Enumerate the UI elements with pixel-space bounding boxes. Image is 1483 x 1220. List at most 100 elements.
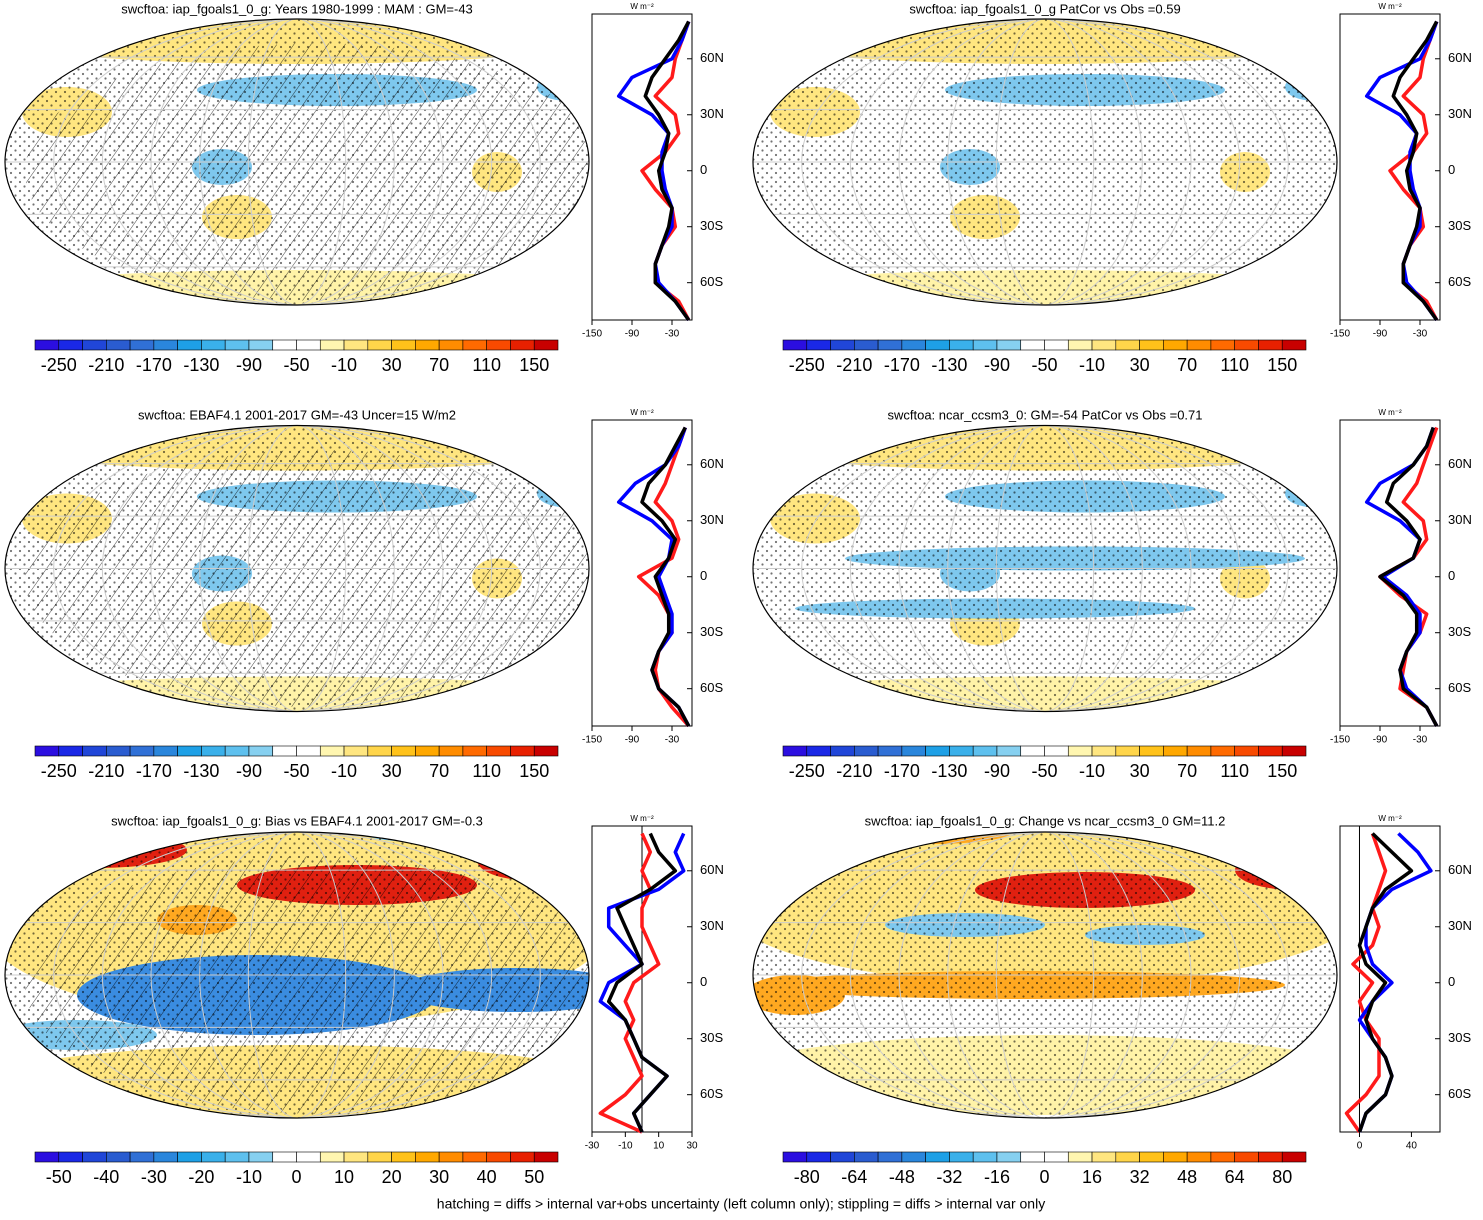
y-tick-label: 60S [700, 1086, 723, 1101]
colorbar-box [367, 339, 392, 351]
graticule [53, 832, 541, 1118]
colorbar-label: -20 [188, 1167, 214, 1187]
colorbar-label: -50 [283, 761, 309, 781]
y-tick-label: 30N [700, 106, 724, 121]
colorbar-box [415, 1151, 440, 1163]
colorbar-box [877, 1151, 903, 1163]
x-tick-label: -30 [1413, 735, 1428, 746]
colorbar-box [830, 745, 855, 757]
colorbar-box [34, 745, 60, 757]
colorbar-box [153, 1151, 178, 1163]
colorbar-label: 30 [382, 355, 402, 375]
graticule [247, 19, 347, 305]
zonal-frame [1339, 419, 1441, 727]
panel: swcftoa: EBAF4.1 2001-2017 GM=-43 Uncer=… [4, 407, 724, 781]
colorbar-box [1234, 1151, 1259, 1163]
colorbar-label: 48 [1177, 1167, 1197, 1187]
graticule [898, 425, 1192, 712]
colorbar-box [486, 745, 511, 757]
colorbar-label: 20 [382, 1167, 402, 1187]
colorbar-box [343, 1151, 369, 1163]
x-tick-label: 0 [1357, 1141, 1363, 1152]
colorbar-box [806, 745, 831, 757]
colorbar-box [533, 745, 559, 757]
colorbar-label: 30 [382, 761, 402, 781]
colorbar-box [782, 1151, 808, 1163]
colorbar-label: 70 [1177, 761, 1197, 781]
colorbar-box [925, 339, 950, 351]
colorbar-box [391, 339, 416, 351]
colorbar-label: -130 [931, 355, 967, 375]
colorbar-box [782, 339, 808, 351]
colorbar-box [343, 339, 369, 351]
y-tick-label: 30N [700, 918, 724, 933]
unit-label: W m⁻² [1378, 814, 1402, 823]
colorbar-box [972, 339, 998, 351]
graticule [247, 832, 347, 1118]
colorbar-label: -10 [331, 355, 357, 375]
colorbar-label: -90 [236, 355, 262, 375]
y-tick-label: 30S [700, 218, 723, 233]
colorbar-box [854, 339, 879, 351]
y-tick-label: 30S [1448, 624, 1471, 639]
colorbar-box [224, 1151, 250, 1163]
graticule [995, 425, 1095, 712]
x-tick-label: -150 [1330, 735, 1350, 746]
colorbar-label: -50 [283, 355, 309, 375]
graticule [995, 19, 1095, 305]
colorbar-box [854, 1151, 879, 1163]
map-title: swcftoa: iap_fgoals1_0_g: Change vs ncar… [865, 813, 1226, 828]
y-tick-label: 60S [700, 274, 723, 289]
graticule [53, 19, 541, 305]
colorbar-label: 10 [334, 1167, 354, 1187]
colorbar-box [806, 339, 831, 351]
colorbar-label: 16 [1082, 1167, 1102, 1187]
map [753, 832, 1337, 1118]
x-tick-label: -90 [625, 735, 640, 746]
zonal-line [1388, 20, 1439, 321]
y-tick-label: 60S [1448, 680, 1471, 695]
colorbar-label: -50 [1031, 355, 1057, 375]
y-tick-label: 60S [1448, 274, 1471, 289]
colorbar-box [901, 339, 926, 351]
colorbar-box [901, 745, 926, 757]
colorbar-box [177, 1151, 202, 1163]
colorbar-label: 30 [1130, 355, 1150, 375]
colorbar-label: -130 [931, 761, 967, 781]
colorbar-box [296, 1151, 321, 1163]
y-tick-label: 30N [1448, 512, 1472, 527]
colorbar-box [462, 339, 487, 351]
x-tick-label: 40 [1406, 1141, 1418, 1152]
colorbar-label: -210 [88, 761, 124, 781]
colorbar-box [319, 1151, 345, 1163]
colorbar-label: 110 [1220, 355, 1249, 375]
y-tick-label: 60S [1448, 1086, 1471, 1101]
x-tick-label: -10 [618, 1141, 633, 1152]
colorbar-label: -170 [884, 761, 920, 781]
colorbar-label: -30 [141, 1167, 167, 1187]
colorbar-box [319, 745, 345, 757]
colorbar-box [1020, 1151, 1045, 1163]
colorbar-box [925, 745, 950, 757]
zonal-line [1344, 832, 1388, 1133]
y-tick-label: 60S [700, 680, 723, 695]
colorbar-box [34, 1151, 60, 1163]
colorbar-box [367, 745, 392, 757]
map-title: swcftoa: ncar_ccsm3_0: GM=-54 PatCor vs … [887, 407, 1202, 422]
graticule [247, 425, 347, 712]
y-tick-label: 0 [700, 162, 707, 177]
graticule [101, 832, 493, 1118]
colorbar-box [129, 1151, 155, 1163]
zonal-line [640, 426, 691, 727]
colorbar-box [201, 745, 226, 757]
x-tick-label: -90 [1373, 735, 1388, 746]
map [753, 425, 1337, 712]
colorbar-box [1234, 339, 1259, 351]
colorbar-box [106, 745, 131, 757]
colorbar-label: 80 [1272, 1167, 1292, 1187]
map [5, 832, 589, 1118]
colorbar-box [201, 1151, 226, 1163]
zonal-frame [1339, 825, 1441, 1133]
unit-label: W m⁻² [630, 408, 654, 417]
